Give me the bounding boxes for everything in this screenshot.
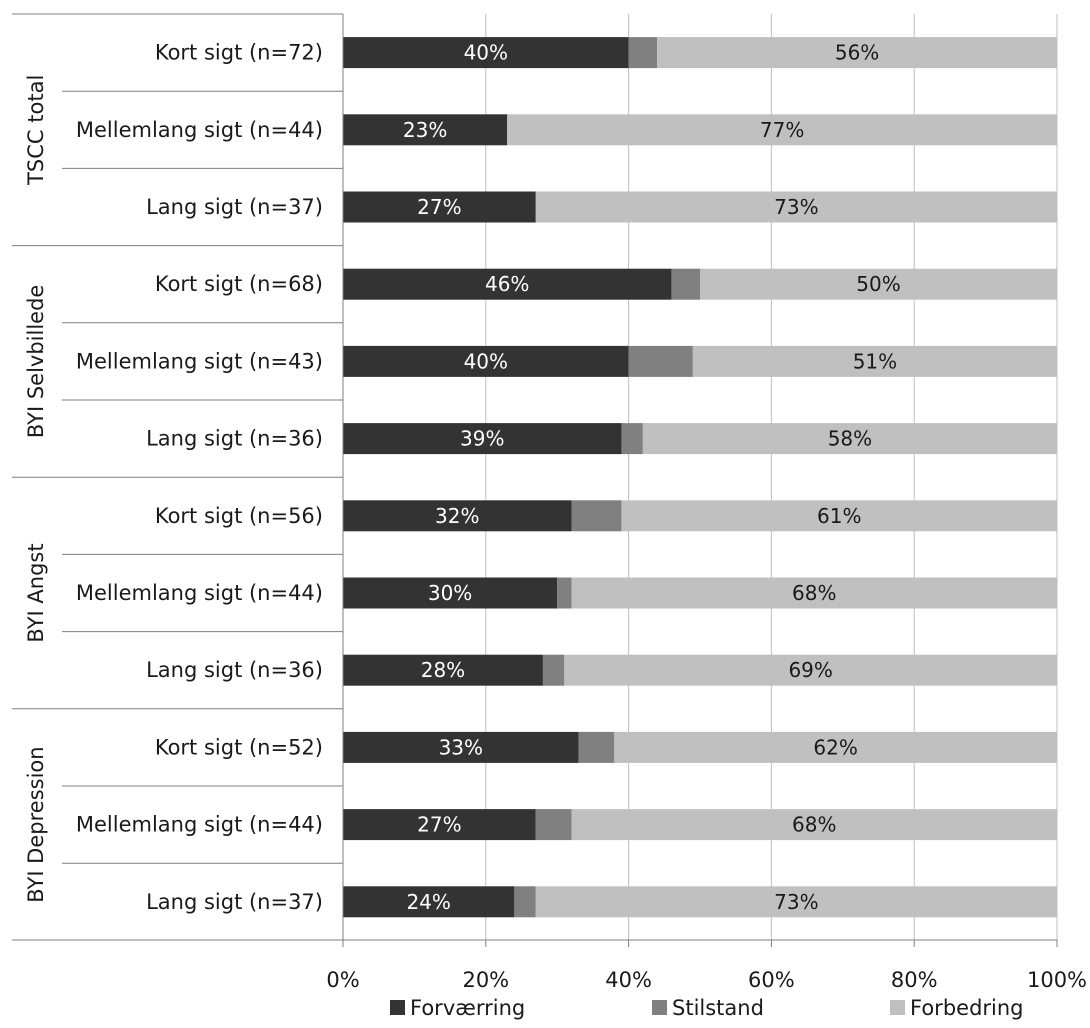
bar-segment-stilstand <box>535 809 572 841</box>
x-tick-label: 0% <box>326 968 359 992</box>
data-label: 32% <box>435 504 479 528</box>
group-label: BYI Angst <box>24 543 48 642</box>
bar-segment-forværring <box>343 731 579 763</box>
bar-segment-forbedring <box>507 114 1058 146</box>
bar-segment-forbedring <box>564 654 1057 686</box>
data-label: 69% <box>788 658 832 682</box>
data-label: 68% <box>792 581 836 605</box>
data-label: 27% <box>417 813 461 837</box>
bar-segment-forbedring <box>642 423 1057 455</box>
bar-segment-forværring <box>343 654 543 686</box>
bar-segment-forværring <box>343 114 508 146</box>
bar-segment-forbedring <box>621 500 1057 532</box>
category-label: Lang sigt (n=37) <box>146 195 323 219</box>
bar-segment-stilstand <box>578 731 615 763</box>
category-label: Mellemlang sigt (n=44) <box>76 813 323 837</box>
gridlines <box>485 14 1058 940</box>
legend: Forværring Stilstand Forbedring <box>390 996 1024 1020</box>
data-label: 61% <box>817 504 861 528</box>
data-label: 46% <box>485 272 529 296</box>
bar-segment-forbedring <box>571 577 1057 609</box>
legend-label: Forbedring <box>910 996 1024 1020</box>
bar-segment-forværring <box>343 423 622 455</box>
data-label: 40% <box>464 41 508 65</box>
bar-segment-forbedring <box>657 37 1057 69</box>
group-label: BYI Depression <box>24 746 48 902</box>
data-label: 27% <box>417 195 461 219</box>
category-label: Kort sigt (n=68) <box>155 272 323 296</box>
bar-segment-forværring <box>343 809 536 841</box>
category-label: Lang sigt (n=36) <box>146 427 323 451</box>
bar-segment-forværring <box>343 577 558 609</box>
legend-swatch <box>652 1000 667 1015</box>
data-label: 56% <box>835 41 879 65</box>
legend-label: Forværring <box>410 996 525 1020</box>
bar-segment-forbedring <box>692 345 1057 377</box>
bar-segment-forværring <box>343 500 572 532</box>
bar-segment-forværring <box>343 886 515 918</box>
category-label: Mellemlang sigt (n=44) <box>76 118 323 142</box>
category-label: Lang sigt (n=36) <box>146 658 323 682</box>
bar-segment-forbedring <box>535 886 1057 918</box>
x-tick-label: 60% <box>748 968 795 992</box>
bar-segment-forværring <box>343 345 629 377</box>
data-label: 58% <box>828 427 872 451</box>
group-label: BYI Selvbillede <box>24 285 48 438</box>
group-label: TSCC total <box>24 75 48 186</box>
bar-segment-stilstand <box>514 886 536 918</box>
bar-segment-forværring <box>343 268 672 300</box>
data-label: 23% <box>403 118 447 142</box>
bar-segment-forbedring <box>614 731 1057 763</box>
data-label: 62% <box>813 735 857 759</box>
bar-segment-stilstand <box>571 500 622 532</box>
bar-segment-stilstand <box>628 37 658 69</box>
x-tick-label: 20% <box>462 968 509 992</box>
bar-segment-forværring <box>343 191 536 223</box>
data-label: 73% <box>774 195 818 219</box>
data-label: 28% <box>421 658 465 682</box>
bars <box>343 37 1058 918</box>
bar-segment-forværring <box>343 37 629 69</box>
bar-segment-stilstand <box>557 577 572 609</box>
x-tick-label: 80% <box>891 968 938 992</box>
legend-label: Stilstand <box>672 996 764 1020</box>
category-label: Mellemlang sigt (n=43) <box>76 349 323 373</box>
data-label: 39% <box>460 427 504 451</box>
bar-segment-forbedring <box>535 191 1057 223</box>
legend-swatch <box>890 1000 905 1015</box>
data-label: 77% <box>760 118 804 142</box>
category-label: Lang sigt (n=37) <box>146 890 323 914</box>
data-label: 40% <box>464 349 508 373</box>
bar-segment-stilstand <box>671 268 700 300</box>
data-label: 30% <box>428 581 472 605</box>
data-label: 50% <box>856 272 900 296</box>
data-label: 33% <box>439 735 483 759</box>
category-label: Kort sigt (n=56) <box>155 504 323 528</box>
labels: 0% 20% 40% 60% 80% 100% TSCC total Kort sigt (n… <box>24 41 1087 992</box>
bar-segment-stilstand <box>621 423 643 455</box>
bar-segment-stilstand <box>542 654 565 686</box>
data-label: 68% <box>792 813 836 837</box>
bar-segment-stilstand <box>628 345 693 377</box>
legend-swatch <box>390 1000 405 1015</box>
category-label: Kort sigt (n=72) <box>155 41 323 65</box>
category-label: Mellemlang sigt (n=44) <box>76 581 323 605</box>
data-label: 73% <box>774 890 818 914</box>
bar-segment-forbedring <box>700 268 1057 300</box>
data-label: 51% <box>853 349 897 373</box>
x-tick-label: 100% <box>1027 968 1087 992</box>
bar-segment-forbedring <box>571 809 1057 841</box>
axes <box>12 13 1058 947</box>
x-tick-label: 40% <box>605 968 652 992</box>
category-label: Kort sigt (n=52) <box>155 735 323 759</box>
data-label: 24% <box>406 890 450 914</box>
